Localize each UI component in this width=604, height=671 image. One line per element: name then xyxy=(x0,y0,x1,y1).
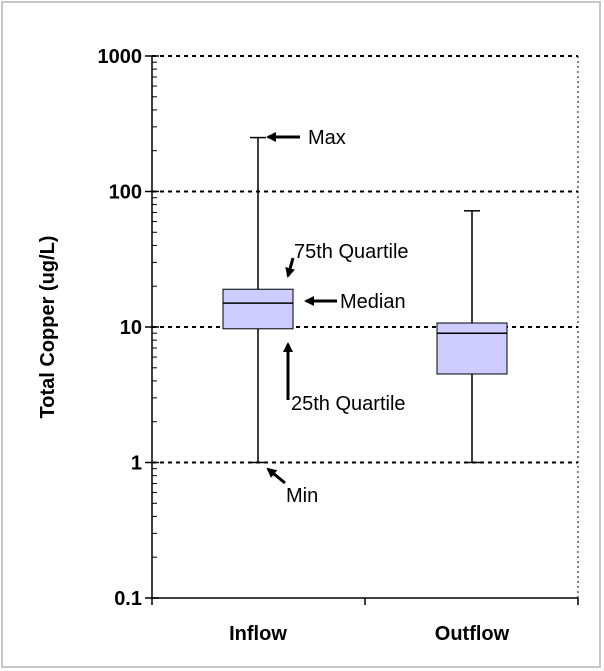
iqr-box xyxy=(436,322,508,375)
box-outflow xyxy=(436,210,508,464)
category-label-inflow: Inflow xyxy=(229,623,287,645)
x-axis-ticks xyxy=(151,598,579,605)
y-tick-label: 1000 xyxy=(98,46,143,68)
y-axis-title: Total Copper (ug/L) xyxy=(37,236,59,419)
annotations: Max 75th Quartile Median 25th Quartile M… xyxy=(266,127,409,507)
annotation-median: Median xyxy=(340,291,406,313)
box-inflow xyxy=(222,136,294,464)
annotation-25th-quartile: 25th Quartile xyxy=(291,393,406,415)
annotation-max: Max xyxy=(308,127,346,149)
y-tick-label: 1 xyxy=(131,453,142,475)
annotation-min: Min xyxy=(286,485,318,507)
boxes xyxy=(222,136,508,464)
y-axis-ticks: 0.1 1 10 100 1000 xyxy=(98,46,159,610)
annotation-75th-quartile: 75th Quartile xyxy=(294,241,409,263)
annotation-arrow-75th-quartile xyxy=(285,257,295,278)
annotation-arrow-min xyxy=(266,467,286,485)
y-tick-label: 10 xyxy=(120,317,142,339)
y-tick-label: 0.1 xyxy=(114,588,142,610)
category-label-outflow: Outflow xyxy=(435,623,510,645)
y-tick-label: 100 xyxy=(109,182,142,204)
iqr-box xyxy=(222,288,294,330)
